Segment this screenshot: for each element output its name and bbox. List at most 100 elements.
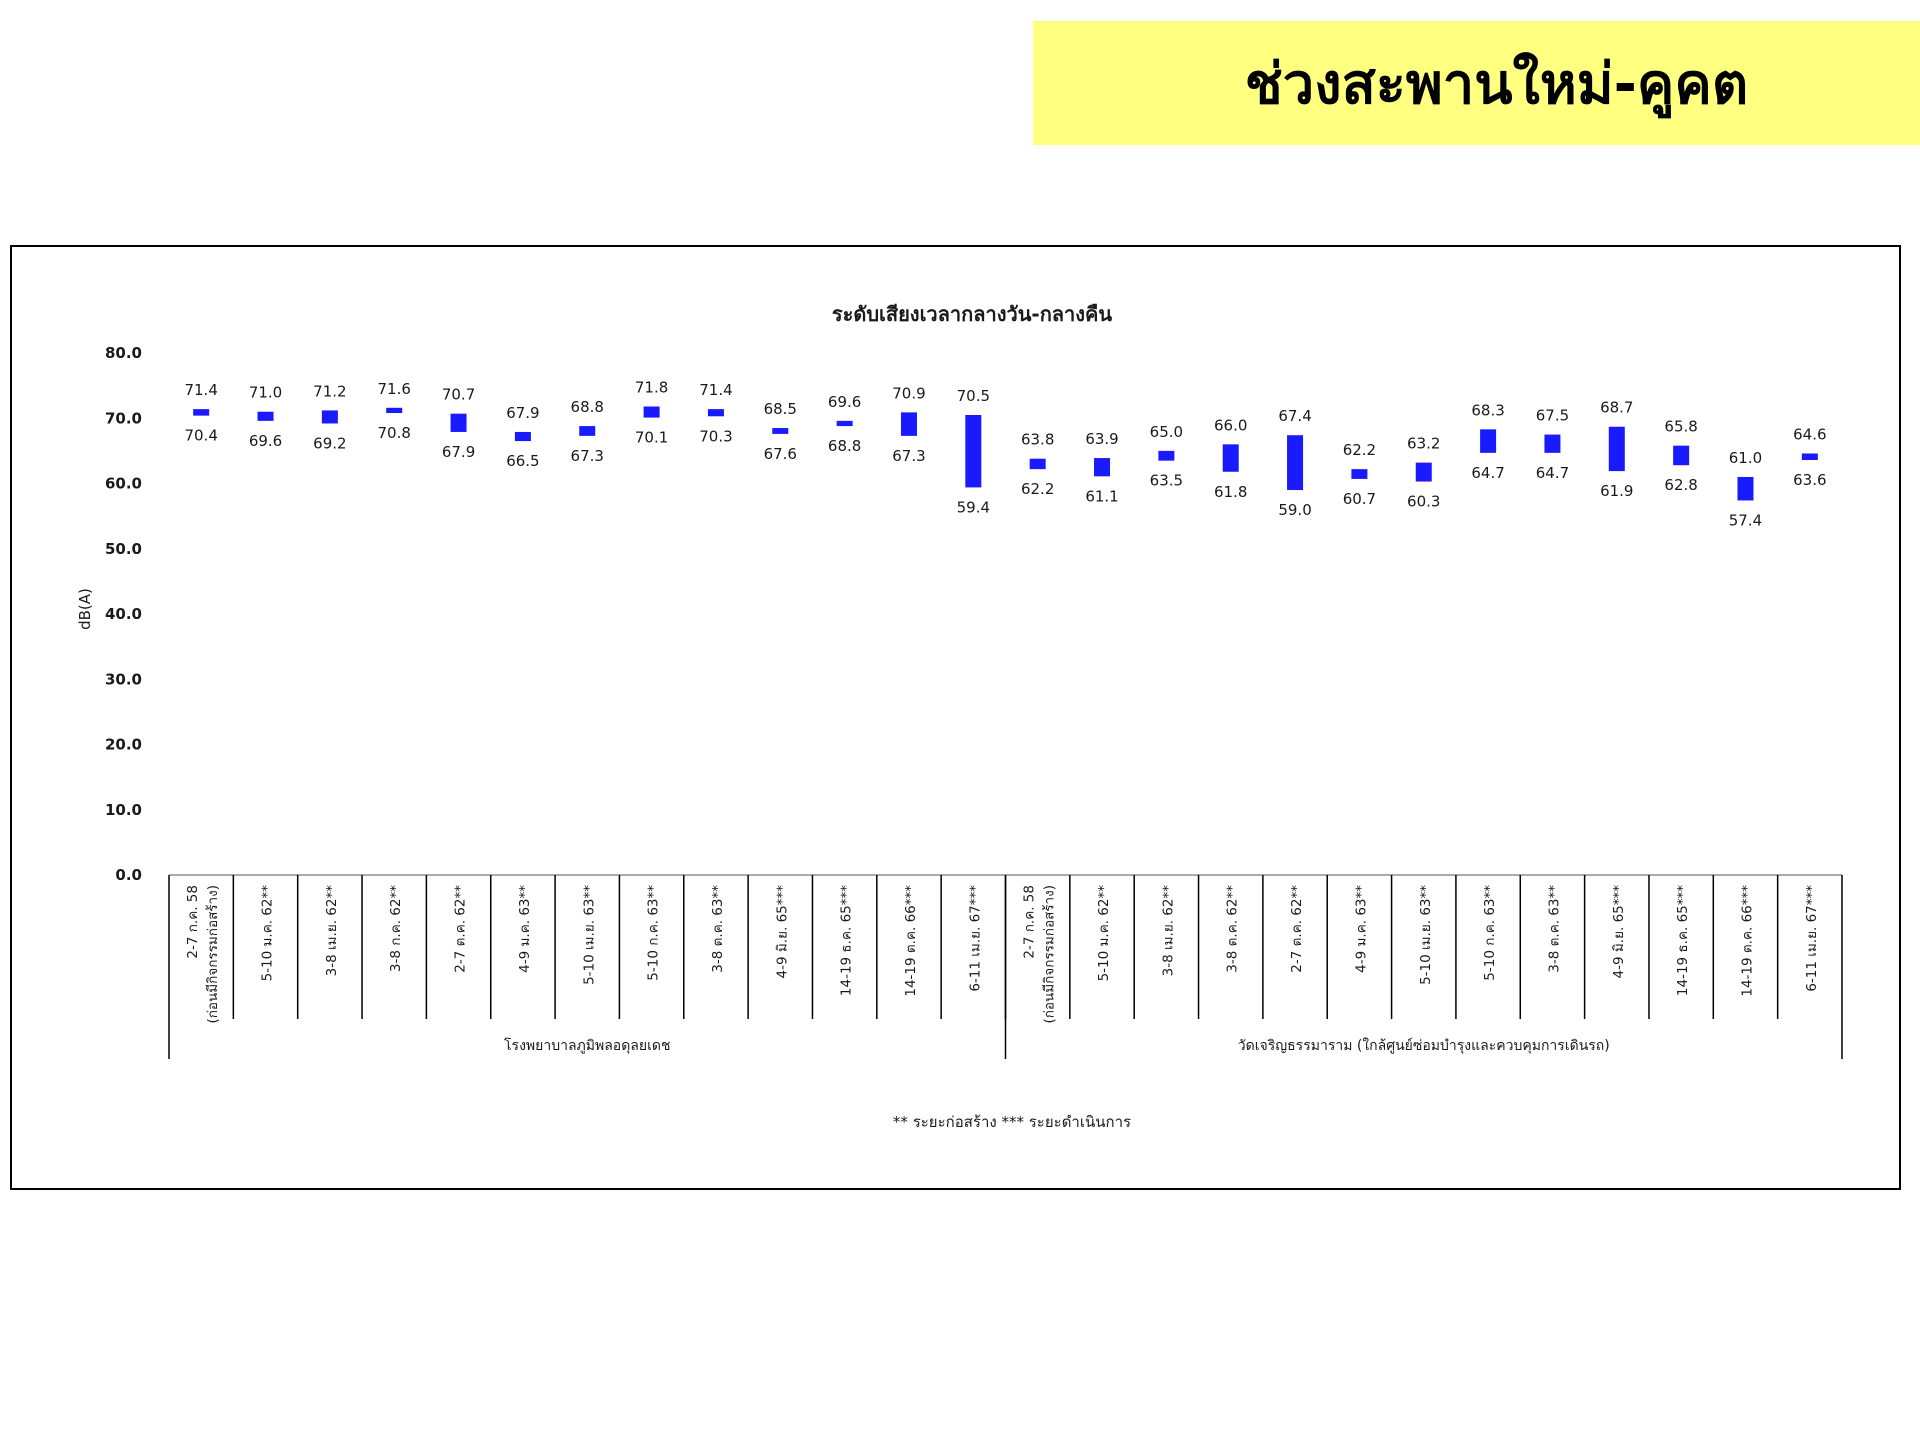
range-bar bbox=[707, 409, 724, 417]
y-tick-label: 70.0 bbox=[105, 409, 142, 427]
high-value-label: 63.2 bbox=[1407, 435, 1440, 453]
range-bar bbox=[1351, 469, 1368, 479]
high-value-label: 62.2 bbox=[1343, 441, 1376, 459]
x-category-label: 2-7 ต.ค. 62** bbox=[1289, 885, 1305, 973]
x-category-label: 3-8 เม.ย. 62** bbox=[1160, 885, 1176, 977]
low-value-label: 61.8 bbox=[1214, 483, 1247, 501]
x-category-label: 5-10 ม.ค. 62** bbox=[260, 885, 276, 982]
x-category-label: (ก่อนมีกิจกรรมก่อสร้าง) bbox=[205, 885, 221, 1024]
chart-frame: ระดับเสียงเวลากลางวัน-กลางคืน dB(A) 0.0 10.… bbox=[10, 245, 1901, 1190]
range-bar bbox=[1222, 444, 1239, 472]
low-value-label: 63.6 bbox=[1793, 471, 1826, 489]
high-value-label: 71.6 bbox=[378, 380, 411, 398]
range-bar bbox=[1029, 458, 1046, 470]
x-category-label: 5-10 ม.ค. 62** bbox=[1096, 885, 1112, 982]
high-value-label: 61.0 bbox=[1729, 449, 1762, 467]
range-bar bbox=[1737, 476, 1754, 501]
x-category-label: 14-19 ต.ค. 66*** bbox=[1739, 885, 1755, 997]
low-value-label: 62.2 bbox=[1021, 480, 1054, 498]
range-bar bbox=[1544, 434, 1561, 453]
range-bar bbox=[643, 406, 660, 418]
range-bar bbox=[1158, 450, 1175, 461]
low-value-label: 59.0 bbox=[1278, 501, 1311, 519]
low-value-label: 67.6 bbox=[764, 445, 797, 463]
high-value-label: 71.4 bbox=[184, 381, 217, 399]
low-value-label: 70.8 bbox=[378, 424, 411, 442]
range-bar bbox=[1673, 445, 1690, 466]
chart-footnote: ** ระยะก่อสร้าง *** ระยะดำเนินการ bbox=[893, 1113, 1131, 1131]
x-category-label: 2-7 ก.ค. 58 bbox=[185, 885, 201, 959]
range-bar bbox=[836, 420, 853, 427]
low-value-label: 70.1 bbox=[635, 429, 668, 447]
chart-title: ระดับเสียงเวลากลางวัน-กลางคืน bbox=[832, 302, 1113, 326]
range-bar bbox=[514, 431, 531, 442]
x-category-label: 3-8 ก.ค. 62** bbox=[388, 885, 404, 972]
low-value-label: 60.7 bbox=[1343, 490, 1376, 508]
low-value-label: 61.9 bbox=[1600, 482, 1633, 500]
y-tick-label: 50.0 bbox=[105, 540, 142, 558]
x-category-label: 14-19 ต.ค. 66*** bbox=[903, 885, 919, 997]
y-tick-label: 80.0 bbox=[105, 344, 142, 362]
high-value-label: 71.2 bbox=[313, 382, 346, 400]
range-bar bbox=[579, 426, 596, 436]
range-bar bbox=[193, 409, 210, 416]
high-value-label: 63.8 bbox=[1021, 431, 1054, 449]
high-value-label: 64.6 bbox=[1793, 425, 1826, 443]
range-bar bbox=[257, 411, 274, 421]
low-value-label: 66.5 bbox=[506, 452, 539, 470]
high-value-label: 67.5 bbox=[1536, 407, 1569, 425]
high-value-label: 68.7 bbox=[1600, 399, 1633, 417]
low-value-label: 60.3 bbox=[1407, 493, 1440, 511]
y-tick-label: 0.0 bbox=[115, 866, 142, 884]
y-tick-label: 10.0 bbox=[105, 801, 142, 819]
x-category-label: 5-10 ก.ค. 63** bbox=[646, 885, 662, 981]
range-bar bbox=[1801, 453, 1818, 461]
high-value-label: 63.9 bbox=[1085, 430, 1118, 448]
high-value-label: 70.5 bbox=[957, 387, 990, 405]
x-category-label: 6-11 เม.ย. 67*** bbox=[967, 885, 983, 992]
range-bar-chart: ระดับเสียงเวลากลางวัน-กลางคืน dB(A) 0.0 10.… bbox=[76, 302, 1843, 1131]
low-value-label: 70.4 bbox=[184, 427, 217, 445]
low-value-label: 67.3 bbox=[571, 447, 604, 465]
group-label: โรงพยาบาลภูมิพลอดุลยเดช bbox=[504, 1037, 670, 1054]
x-category-label: 4-9 มิ.ย. 65*** bbox=[774, 885, 790, 979]
high-value-label: 71.0 bbox=[249, 384, 282, 402]
x-category-label: 2-7 ก.ค. 58 bbox=[1022, 885, 1038, 959]
x-category-label: 5-10 เม.ย. 63** bbox=[581, 885, 597, 985]
x-category-label: 4-9 ม.ค. 63** bbox=[1353, 885, 1369, 973]
high-value-label: 68.8 bbox=[571, 398, 604, 416]
low-value-label: 57.4 bbox=[1729, 511, 1762, 529]
low-value-label: 67.3 bbox=[892, 447, 925, 465]
y-tick-label: 40.0 bbox=[105, 605, 142, 623]
high-value-label: 67.9 bbox=[506, 404, 539, 422]
title-banner: ช่วงสะพานใหม่-คูคต bbox=[1033, 21, 1920, 145]
x-category-label: 3-8 ต.ค. 63** bbox=[710, 885, 726, 973]
high-value-label: 69.6 bbox=[828, 393, 861, 411]
x-category-label: 4-9 มิ.ย. 65*** bbox=[1611, 885, 1627, 979]
low-value-label: 61.1 bbox=[1085, 487, 1118, 505]
x-category-label: 4-9 ม.ค. 63** bbox=[517, 885, 533, 973]
range-bar bbox=[965, 414, 982, 488]
low-value-label: 64.7 bbox=[1536, 464, 1569, 482]
low-value-label: 62.8 bbox=[1664, 476, 1697, 494]
high-value-label: 67.4 bbox=[1278, 407, 1311, 425]
group-label: วัดเจริญธรรมาราม (ใกล้ศูนย์ซ่อมบำรุงและค… bbox=[1238, 1037, 1610, 1054]
y-tick-label: 60.0 bbox=[105, 475, 142, 493]
range-bar bbox=[900, 412, 917, 436]
low-value-label: 70.3 bbox=[699, 427, 732, 445]
range-bar bbox=[386, 407, 403, 414]
range-bar bbox=[321, 410, 338, 424]
x-category-label: 2-7 ต.ค. 62** bbox=[453, 885, 469, 973]
high-value-label: 65.8 bbox=[1664, 418, 1697, 436]
x-category-label: 5-10 ก.ค. 63** bbox=[1482, 885, 1498, 981]
high-value-label: 65.0 bbox=[1150, 423, 1183, 441]
y-tick-label: 20.0 bbox=[105, 736, 142, 754]
low-value-label: 69.2 bbox=[313, 434, 346, 452]
low-value-label: 67.9 bbox=[442, 443, 475, 461]
low-value-label: 68.8 bbox=[828, 437, 861, 455]
range-bar bbox=[1480, 429, 1497, 453]
x-category-label: 14-19 ธ.ค. 65*** bbox=[1675, 885, 1691, 996]
y-tick-label: 30.0 bbox=[105, 670, 142, 688]
x-category-label: 3-8 เม.ย. 62** bbox=[324, 885, 340, 977]
high-value-label: 71.4 bbox=[699, 381, 732, 399]
